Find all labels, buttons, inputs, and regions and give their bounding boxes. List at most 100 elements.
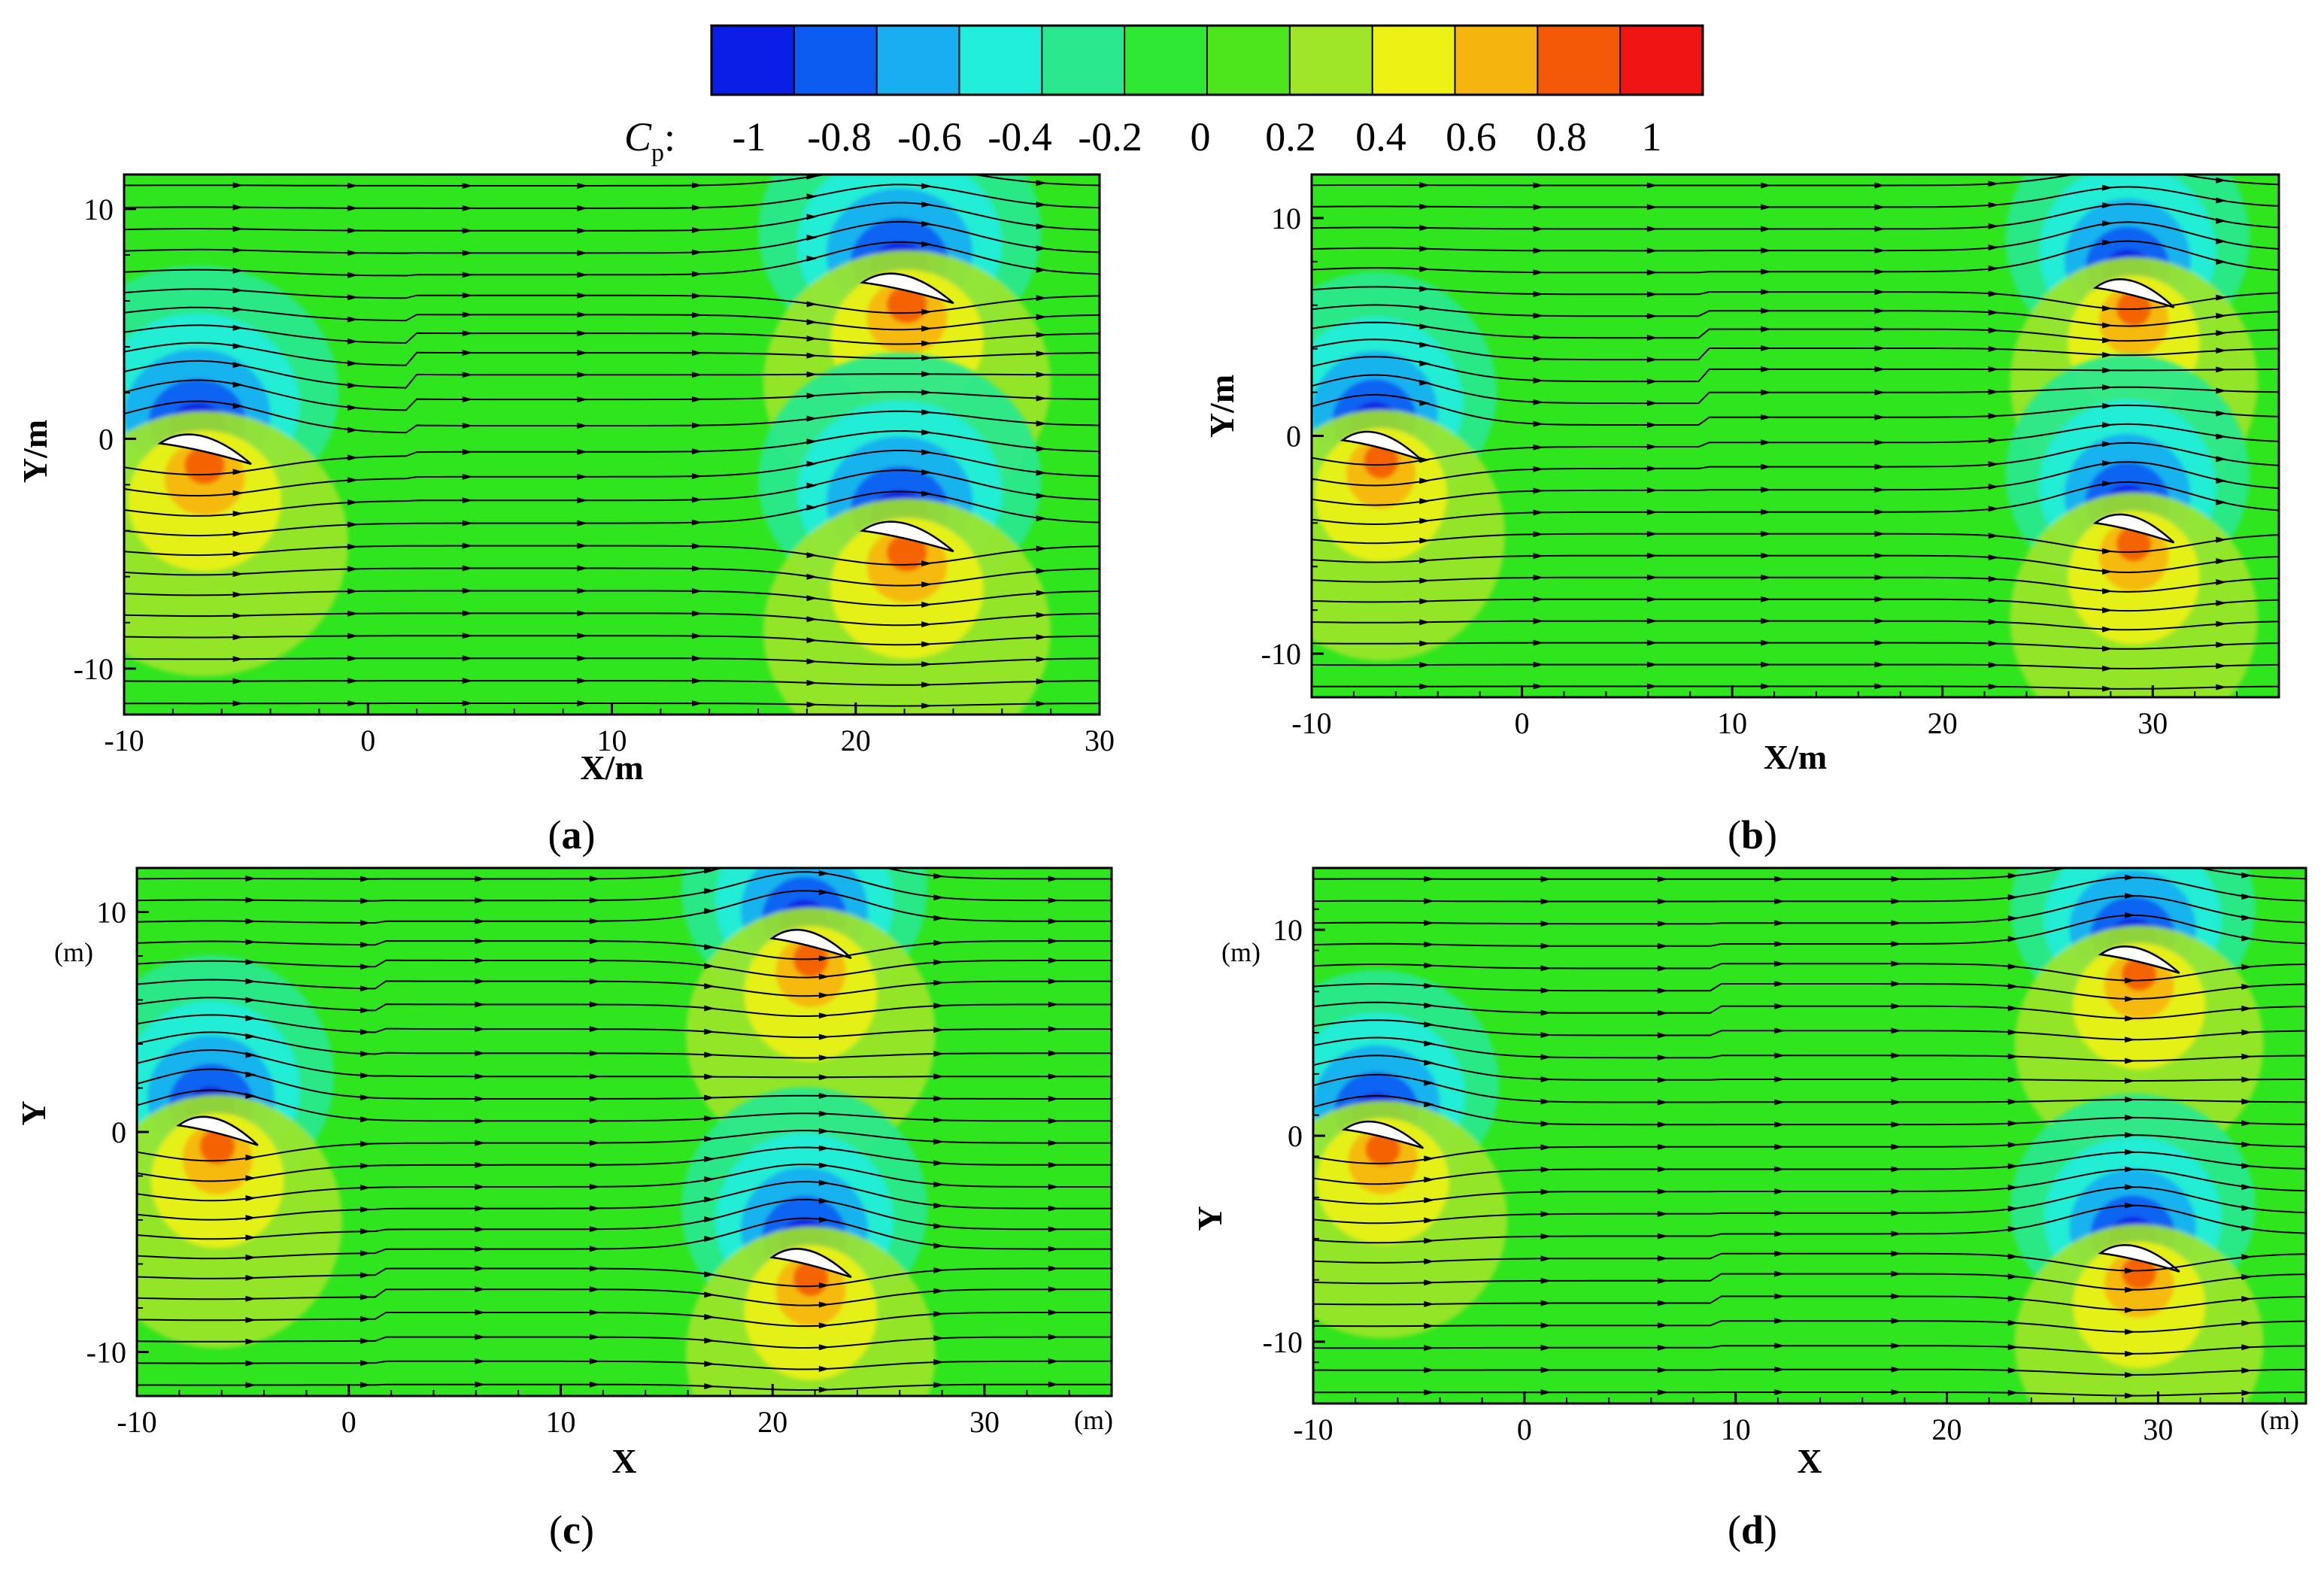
streamline — [124, 635, 1100, 646]
streamline-arrow — [347, 205, 359, 211]
streamline-arrow — [1036, 634, 1047, 641]
streamline-arrow — [1424, 1197, 1435, 1203]
contour-field — [124, 174, 1100, 715]
streamline-arrow — [818, 1092, 830, 1099]
streamline-arrow — [232, 324, 244, 331]
streamline-arrow — [921, 340, 933, 347]
y-tick-label: 0 — [99, 422, 114, 456]
y-axis-label: Y/m — [16, 420, 54, 483]
streamline-arrow — [921, 409, 933, 416]
x-tick-label: 10 — [545, 1405, 575, 1439]
streamline — [1313, 1019, 2306, 1041]
streamline-arrow — [933, 1288, 945, 1294]
streamline-arrow — [347, 499, 359, 505]
streamline-arrow — [1048, 1358, 1059, 1364]
streamline-arrow — [245, 1295, 256, 1302]
streamline-arrow — [360, 1007, 371, 1014]
streamline-arrow — [1874, 487, 1886, 493]
streamline-arrow — [462, 292, 473, 299]
streamline-arrow — [1774, 1318, 1785, 1325]
streamlines — [1313, 868, 2306, 1399]
streamline-arrow — [1761, 182, 1772, 189]
streamline-arrow — [589, 938, 600, 945]
streamline-arrow — [704, 1005, 715, 1012]
streamline-arrow — [2007, 1163, 2019, 1170]
streamline-arrow — [704, 908, 715, 915]
streamline-arrow — [691, 519, 702, 526]
streamline-arrow — [232, 226, 244, 232]
streamline-arrow — [2125, 1267, 2136, 1274]
streamline-arrow — [1424, 875, 1435, 882]
streamline-arrow — [691, 205, 702, 211]
streamline-arrow — [232, 551, 244, 557]
streamline-arrow — [1988, 505, 1999, 512]
airfoil-pressure-field — [681, 1087, 936, 1396]
streamline-arrow — [245, 897, 256, 903]
streamline-arrow — [933, 1095, 945, 1102]
streamline-arrow — [2216, 258, 2227, 265]
streamline-arrow — [245, 1194, 256, 1201]
x-tick-label: 0 — [341, 1405, 356, 1439]
streamline — [1313, 1295, 2306, 1311]
x-tick-label: 20 — [757, 1405, 787, 1439]
streamline-arrow — [2102, 568, 2113, 575]
streamline-arrow — [1646, 182, 1658, 189]
streamline-arrow — [2102, 665, 2113, 672]
streamline-arrow — [1424, 1345, 1435, 1352]
streamline-arrow — [704, 1235, 715, 1242]
streamline-arrow — [2007, 1344, 2019, 1351]
streamline — [1312, 685, 2279, 690]
streamline-arrow — [1657, 921, 1668, 927]
streamline-arrow — [1657, 875, 1668, 882]
streamline-arrow — [2241, 983, 2253, 990]
x-axis-label: X — [1797, 1442, 1822, 1480]
streamline-arrow — [347, 477, 359, 484]
streamline-arrow — [589, 1161, 600, 1168]
streamline-arrow — [704, 1314, 715, 1321]
streamlines — [1312, 174, 2279, 692]
colorbar-tick-label: 1 — [1642, 114, 1662, 159]
streamline — [1312, 663, 2279, 670]
streamline-arrow — [475, 918, 486, 924]
streamline-arrow — [1891, 920, 1902, 927]
streamline-arrow — [818, 1197, 830, 1204]
streamline-arrow — [933, 1243, 945, 1249]
streamline-arrow — [2102, 548, 2113, 554]
streamline-arrow — [1540, 1098, 1552, 1105]
colorbar-swatch-10 — [1537, 26, 1621, 95]
streamline-arrow — [232, 247, 244, 253]
x-tick-label: 20 — [841, 724, 871, 757]
streamline-arrow — [2102, 367, 2113, 374]
streamline-arrow — [818, 1179, 830, 1186]
streamline-arrow — [2241, 1184, 2253, 1191]
streamline-arrow — [1533, 269, 1544, 276]
streamline-arrow — [462, 311, 473, 318]
streamline-arrow — [1419, 399, 1431, 406]
streamline-arrow — [1424, 1155, 1435, 1162]
streamline-arrow — [2007, 1005, 2019, 1012]
streamline-arrow — [704, 1073, 715, 1080]
streamline-arrow — [2216, 177, 2227, 184]
streamline-arrow — [921, 702, 933, 709]
streamline-arrow — [1533, 639, 1544, 646]
streamline-arrow — [232, 306, 244, 313]
streamline-arrow — [232, 490, 244, 496]
streamline-arrow — [1419, 305, 1431, 311]
streamline-arrow — [933, 1160, 945, 1167]
streamline — [1313, 876, 2306, 903]
streamline-arrow — [1774, 1076, 1785, 1082]
streamline — [137, 1068, 1112, 1100]
streamline-arrow — [1657, 1322, 1668, 1329]
streamline-arrow — [1036, 295, 1047, 302]
streamline-arrow — [2102, 441, 2113, 448]
streamline-arrow — [2102, 480, 2113, 487]
streamline — [1312, 286, 2279, 311]
streamline-arrow — [921, 661, 933, 668]
streamline-arrow — [1424, 1300, 1435, 1307]
streamline-arrow — [232, 267, 244, 274]
streamline-arrow — [1540, 1367, 1552, 1373]
streamline-arrow — [2216, 684, 2227, 690]
streamline — [124, 379, 1100, 411]
streamline — [1312, 423, 2279, 466]
streamline-arrow — [1646, 596, 1658, 602]
